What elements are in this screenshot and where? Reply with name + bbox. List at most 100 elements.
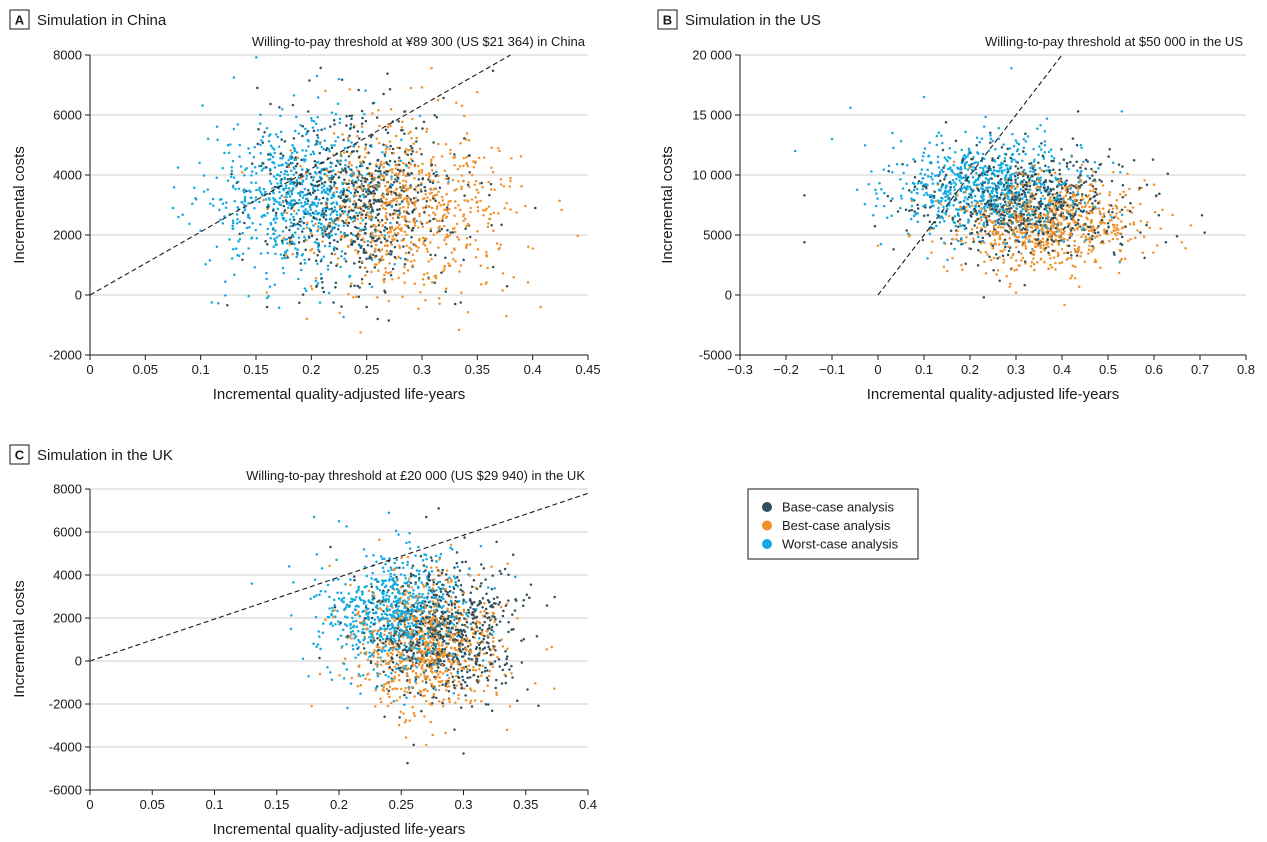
scatter-point-worst-case-analysis — [343, 257, 346, 261]
scatter-point-worst-case-analysis — [916, 212, 919, 215]
scatter-point-best-case-analysis — [983, 210, 987, 213]
scatter-point-worst-case-analysis — [320, 168, 324, 171]
scatter-point-best-case-analysis — [1034, 242, 1037, 245]
scatter-point-worst-case-analysis — [1038, 188, 1042, 192]
scatter-point-base-case-analysis — [243, 221, 246, 225]
scatter-point-base-case-analysis — [1066, 251, 1070, 255]
x-tick-label: 0 — [874, 362, 881, 377]
scatter-point-best-case-analysis — [456, 167, 460, 171]
scatter-point-best-case-analysis — [388, 642, 391, 646]
scatter-point-base-case-analysis — [1074, 223, 1077, 227]
scatter-point-best-case-analysis — [1152, 251, 1155, 254]
scatter-point-base-case-analysis — [363, 225, 367, 228]
scatter-point-best-case-analysis — [343, 181, 347, 185]
scatter-point-best-case-analysis — [1045, 231, 1048, 234]
scatter-point-worst-case-analysis — [1037, 153, 1040, 156]
scatter-point-best-case-analysis — [1047, 235, 1051, 238]
scatter-point-worst-case-analysis — [339, 230, 343, 234]
scatter-point-base-case-analysis — [241, 258, 244, 262]
scatter-point-best-case-analysis — [409, 130, 412, 134]
scatter-point-best-case-analysis — [382, 206, 385, 210]
scatter-point-best-case-analysis — [420, 86, 424, 89]
scatter-point-best-case-analysis — [1068, 205, 1071, 209]
scatter-point-worst-case-analysis — [390, 568, 393, 572]
scatter-point-base-case-analysis — [1090, 237, 1094, 241]
scatter-point-best-case-analysis — [481, 208, 485, 212]
scatter-point-best-case-analysis — [429, 227, 433, 231]
scatter-point-worst-case-analysis — [926, 175, 930, 178]
scatter-point-worst-case-analysis — [264, 190, 267, 194]
scatter-point-best-case-analysis — [460, 104, 464, 108]
scatter-point-best-case-analysis — [382, 201, 385, 204]
scatter-point-best-case-analysis — [1089, 182, 1093, 186]
scatter-point-worst-case-analysis — [1006, 197, 1010, 200]
scatter-point-base-case-analysis — [358, 164, 362, 168]
scatter-point-best-case-analysis — [412, 711, 416, 715]
scatter-point-base-case-analysis — [916, 203, 919, 207]
scatter-point-base-case-analysis — [1203, 231, 1206, 234]
scatter-point-worst-case-analysis — [405, 164, 408, 168]
scatter-point-worst-case-analysis — [930, 201, 934, 204]
y-tick-label: -4000 — [49, 740, 82, 755]
scatter-point-worst-case-analysis — [316, 128, 320, 132]
scatter-point-worst-case-analysis — [398, 211, 402, 214]
scatter-point-best-case-analysis — [390, 226, 394, 230]
scatter-point-worst-case-analysis — [929, 199, 933, 202]
scatter-point-worst-case-analysis — [980, 215, 983, 219]
scatter-point-base-case-analysis — [316, 253, 319, 257]
scatter-point-base-case-analysis — [357, 88, 360, 92]
scatter-point-best-case-analysis — [1043, 260, 1046, 264]
scatter-point-base-case-analysis — [360, 179, 363, 183]
scatter-point-best-case-analysis — [415, 185, 418, 188]
scatter-point-base-case-analysis — [389, 144, 392, 148]
scatter-point-best-case-analysis — [1070, 256, 1073, 260]
scatter-point-best-case-analysis — [415, 249, 419, 253]
scatter-point-best-case-analysis — [524, 204, 527, 208]
scatter-point-base-case-analysis — [315, 238, 319, 241]
scatter-point-worst-case-analysis — [295, 151, 299, 154]
scatter-point-best-case-analysis — [1041, 240, 1045, 244]
y-tick-label: 6000 — [53, 108, 82, 123]
scatter-point-best-case-analysis — [453, 214, 456, 217]
scatter-point-base-case-analysis — [329, 188, 332, 191]
scatter-point-best-case-analysis — [486, 225, 490, 229]
scatter-point-base-case-analysis — [293, 203, 296, 206]
scatter-point-base-case-analysis — [1098, 163, 1101, 167]
scatter-point-base-case-analysis — [364, 119, 368, 123]
scatter-point-best-case-analysis — [399, 196, 403, 199]
scatter-point-base-case-analysis — [440, 271, 443, 274]
scatter-point-worst-case-analysis — [254, 196, 258, 199]
scatter-point-base-case-analysis — [964, 262, 967, 266]
scatter-point-worst-case-analysis — [268, 158, 272, 161]
scatter-point-base-case-analysis — [306, 199, 310, 203]
scatter-point-base-case-analysis — [404, 257, 407, 261]
scatter-point-base-case-analysis — [1043, 208, 1046, 211]
scatter-point-base-case-analysis — [386, 162, 389, 165]
scatter-point-worst-case-analysis — [344, 163, 347, 167]
scatter-point-worst-case-analysis — [1120, 110, 1124, 113]
scatter-point-worst-case-analysis — [988, 192, 992, 196]
scatter-point-base-case-analysis — [1157, 214, 1161, 217]
scatter-point-best-case-analysis — [1071, 195, 1074, 199]
scatter-point-best-case-analysis — [377, 269, 380, 272]
scatter-point-worst-case-analysis — [303, 194, 306, 197]
scatter-point-base-case-analysis — [432, 172, 435, 175]
scatter-point-base-case-analysis — [1017, 250, 1021, 254]
scatter-point-worst-case-analysis — [891, 131, 894, 135]
scatter-point-best-case-analysis — [1136, 229, 1139, 232]
scatter-point-base-case-analysis — [529, 583, 533, 586]
scatter-point-base-case-analysis — [988, 167, 991, 170]
scatter-point-worst-case-analysis — [1023, 195, 1027, 198]
scatter-point-best-case-analysis — [1099, 222, 1102, 225]
scatter-point-worst-case-analysis — [202, 190, 206, 193]
scatter-point-best-case-analysis — [418, 214, 421, 218]
scatter-point-best-case-analysis — [459, 264, 463, 267]
scatter-point-best-case-analysis — [1039, 258, 1042, 261]
scatter-point-best-case-analysis — [1085, 211, 1089, 215]
scatter-point-base-case-analysis — [393, 209, 396, 212]
scatter-point-base-case-analysis — [445, 206, 449, 209]
scatter-point-best-case-analysis — [1047, 245, 1050, 249]
scatter-point-worst-case-analysis — [250, 237, 253, 240]
scatter-point-best-case-analysis — [380, 194, 384, 197]
scatter-point-best-case-analysis — [947, 214, 951, 218]
